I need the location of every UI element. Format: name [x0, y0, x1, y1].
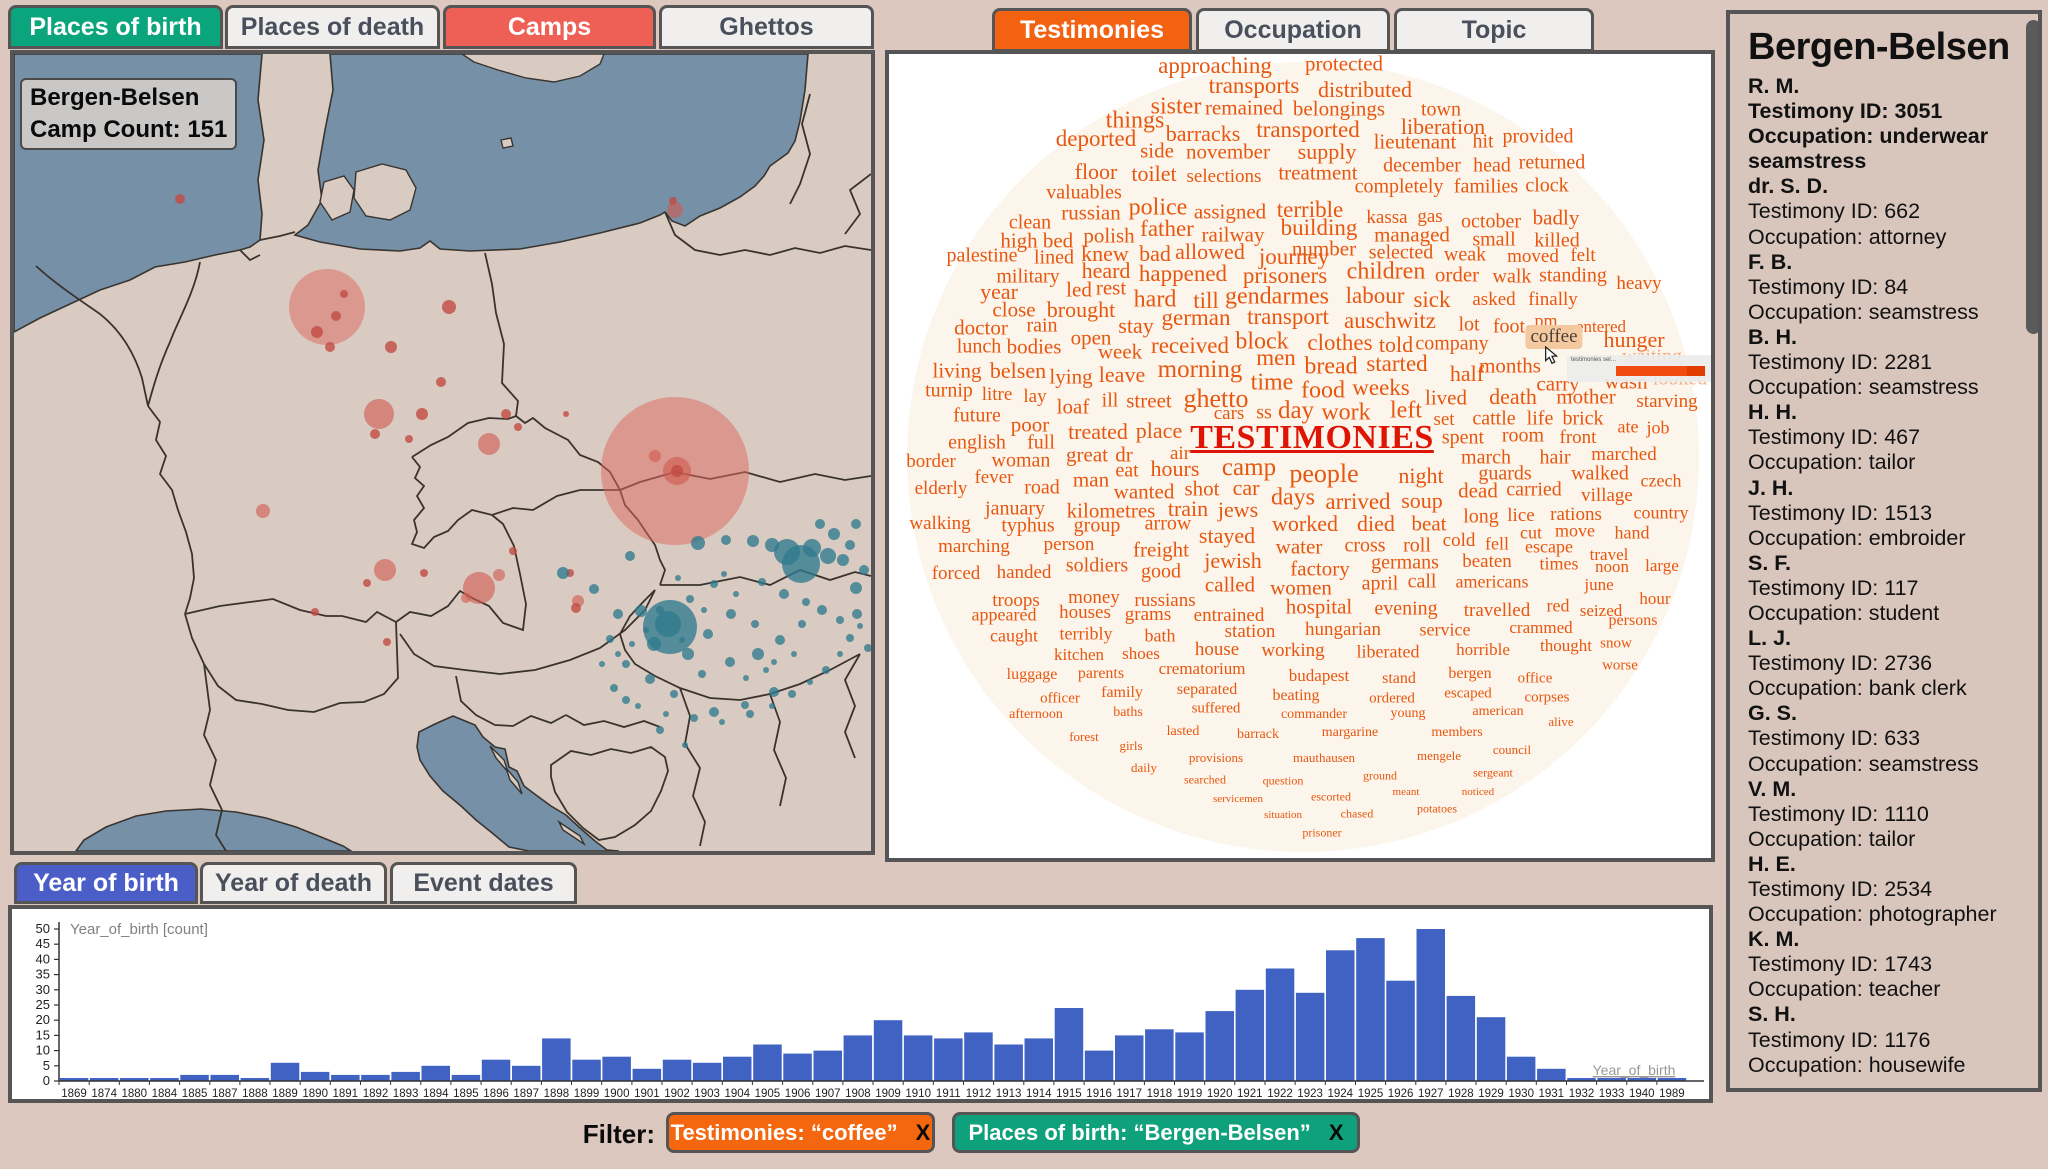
svg-text:1989: 1989: [1659, 1088, 1685, 1099]
svg-text:1880: 1880: [122, 1088, 148, 1099]
svg-text:35: 35: [36, 967, 50, 982]
svg-text:1884: 1884: [152, 1088, 178, 1099]
svg-text:1909: 1909: [875, 1088, 901, 1099]
svg-text:1911: 1911: [936, 1088, 961, 1099]
svg-text:1940: 1940: [1629, 1088, 1655, 1099]
svg-text:20: 20: [36, 1012, 50, 1027]
svg-text:1921: 1921: [1237, 1088, 1263, 1099]
svg-text:45: 45: [36, 936, 50, 951]
svg-text:1889: 1889: [272, 1088, 298, 1099]
svg-text:1910: 1910: [905, 1088, 931, 1099]
svg-text:1888: 1888: [242, 1088, 268, 1099]
svg-text:1908: 1908: [845, 1088, 871, 1099]
svg-text:1906: 1906: [785, 1088, 811, 1099]
svg-text:1925: 1925: [1358, 1088, 1384, 1099]
svg-text:1898: 1898: [544, 1088, 570, 1099]
svg-text:1923: 1923: [1297, 1088, 1323, 1099]
svg-text:1890: 1890: [302, 1088, 328, 1099]
svg-text:1903: 1903: [694, 1088, 720, 1099]
svg-text:Year_of_birth [count]: Year_of_birth [count]: [70, 921, 208, 938]
svg-text:1899: 1899: [574, 1088, 600, 1099]
svg-text:10: 10: [36, 1043, 50, 1058]
svg-text:1902: 1902: [664, 1088, 690, 1099]
svg-text:1926: 1926: [1388, 1088, 1414, 1099]
svg-text:1900: 1900: [604, 1088, 630, 1099]
svg-text:25: 25: [36, 997, 50, 1012]
svg-text:15: 15: [36, 1027, 50, 1042]
svg-text:1913: 1913: [996, 1088, 1022, 1099]
svg-text:1887: 1887: [212, 1088, 238, 1099]
svg-text:1916: 1916: [1086, 1088, 1112, 1099]
svg-text:1918: 1918: [1147, 1088, 1173, 1099]
svg-text:1874: 1874: [91, 1088, 117, 1099]
svg-text:1897: 1897: [513, 1088, 539, 1099]
svg-text:1927: 1927: [1418, 1088, 1444, 1099]
svg-text:1904: 1904: [725, 1088, 751, 1099]
svg-text:0: 0: [43, 1073, 50, 1088]
svg-text:1869: 1869: [61, 1088, 87, 1099]
svg-text:1891: 1891: [333, 1088, 359, 1099]
svg-text:1924: 1924: [1328, 1088, 1354, 1099]
svg-text:40: 40: [36, 951, 50, 966]
svg-text:1892: 1892: [363, 1088, 389, 1099]
svg-text:30: 30: [36, 982, 50, 997]
svg-text:1929: 1929: [1478, 1088, 1504, 1099]
svg-text:1931: 1931: [1539, 1088, 1565, 1099]
svg-text:1912: 1912: [966, 1088, 992, 1099]
svg-text:1895: 1895: [453, 1088, 479, 1099]
svg-text:1933: 1933: [1599, 1088, 1625, 1099]
svg-text:1919: 1919: [1177, 1088, 1203, 1099]
svg-text:1896: 1896: [483, 1088, 509, 1099]
svg-text:1928: 1928: [1448, 1088, 1474, 1099]
svg-text:1930: 1930: [1508, 1088, 1534, 1099]
svg-text:1922: 1922: [1267, 1088, 1293, 1099]
svg-text:1893: 1893: [393, 1088, 419, 1099]
svg-text:1920: 1920: [1207, 1088, 1233, 1099]
svg-text:1917: 1917: [1116, 1088, 1142, 1099]
svg-text:50: 50: [36, 921, 50, 936]
svg-text:1901: 1901: [634, 1088, 660, 1099]
svg-text:1932: 1932: [1569, 1088, 1595, 1099]
svg-text:Year_of_birth: Year_of_birth: [1593, 1062, 1676, 1078]
svg-text:1885: 1885: [182, 1088, 208, 1099]
svg-text:1894: 1894: [423, 1088, 449, 1099]
svg-text:1915: 1915: [1056, 1088, 1082, 1099]
svg-text:1914: 1914: [1026, 1088, 1052, 1099]
svg-text:1905: 1905: [755, 1088, 781, 1099]
svg-text:1907: 1907: [815, 1088, 841, 1099]
svg-text:5: 5: [43, 1058, 50, 1073]
